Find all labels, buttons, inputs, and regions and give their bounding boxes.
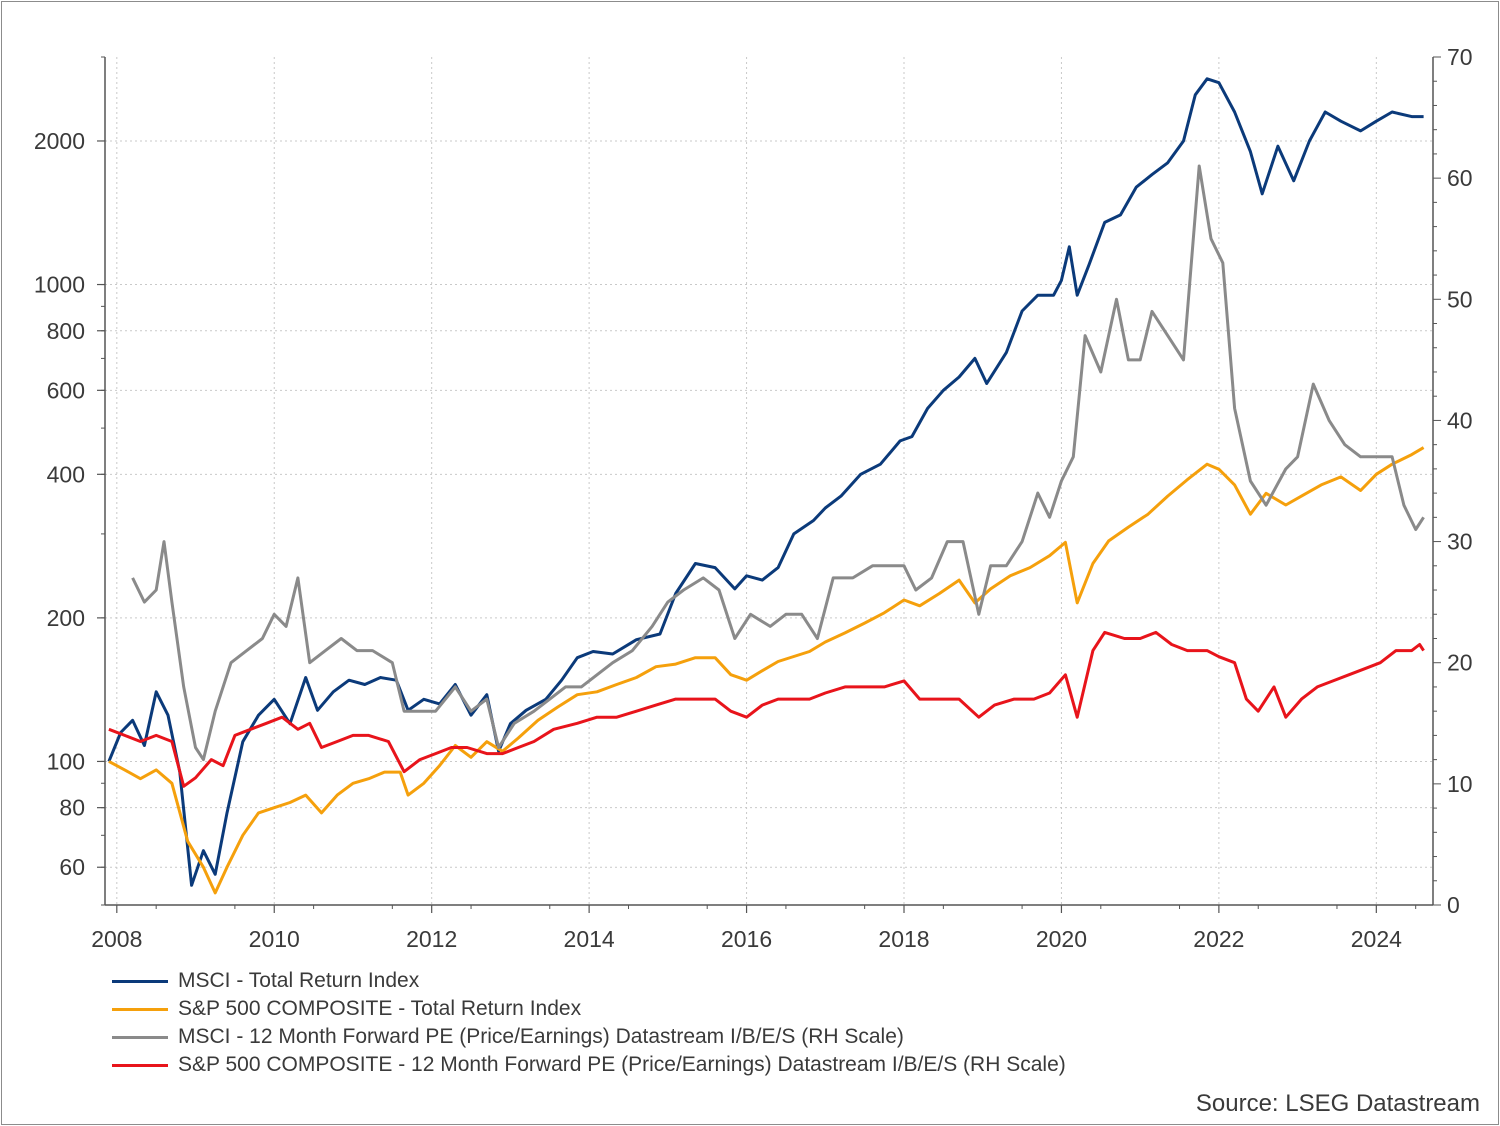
x-tick-label: 2012 bbox=[406, 926, 457, 952]
x-tick-label: 2024 bbox=[1351, 926, 1402, 952]
left-tick-label: 60 bbox=[59, 854, 85, 880]
left-tick-label: 200 bbox=[47, 605, 85, 631]
series-line-3 bbox=[108, 630, 1425, 788]
right-tick-label: 60 bbox=[1447, 165, 1473, 191]
legend-label: S&P 500 COMPOSITE - 12 Month Forward PE … bbox=[178, 1053, 1066, 1076]
right-tick-label: 70 bbox=[1447, 44, 1473, 70]
right-tick-label: 20 bbox=[1447, 650, 1473, 676]
left-tick-label: 1000 bbox=[34, 272, 85, 298]
x-tick-label: 2014 bbox=[564, 926, 615, 952]
legend-item-msci-tri: MSCI - Total Return Index bbox=[112, 967, 1066, 995]
legend-swatch bbox=[112, 1063, 168, 1067]
right-tick-label: 40 bbox=[1447, 407, 1473, 433]
right-tick-label: 50 bbox=[1447, 286, 1473, 312]
series-line-2 bbox=[131, 164, 1425, 762]
x-tick-label: 2022 bbox=[1193, 926, 1244, 952]
series-line-1 bbox=[108, 446, 1425, 895]
x-tick-label: 2008 bbox=[91, 926, 142, 952]
legend-swatch bbox=[112, 979, 168, 983]
source-note: Source: LSEG Datastream bbox=[1195, 1090, 1480, 1117]
left-tick-label: 80 bbox=[59, 795, 85, 821]
x-tick-label: 2010 bbox=[249, 926, 300, 952]
x-tick-label: 2020 bbox=[1036, 926, 1087, 952]
legend-item-sp500-tri: S&P 500 COMPOSITE - Total Return Index bbox=[112, 995, 1066, 1023]
legend: MSCI - Total Return Index S&P 500 COMPOS… bbox=[112, 967, 1066, 1079]
legend-label: MSCI - Total Return Index bbox=[178, 969, 420, 992]
legend-swatch bbox=[112, 1007, 168, 1011]
legend-item-msci-pe: MSCI - 12 Month Forward PE (Price/Earnin… bbox=[112, 1023, 1066, 1051]
legend-swatch bbox=[112, 1035, 168, 1039]
left-tick-label: 800 bbox=[47, 318, 85, 344]
x-tick-label: 2018 bbox=[878, 926, 929, 952]
right-tick-label: 0 bbox=[1447, 892, 1460, 918]
series-line-0 bbox=[107, 77, 1424, 887]
right-tick-label: 30 bbox=[1447, 529, 1473, 555]
right-tick-label: 10 bbox=[1447, 771, 1473, 797]
x-tick-label: 2016 bbox=[721, 926, 772, 952]
left-tick-label: 100 bbox=[47, 748, 85, 774]
left-tick-label: 600 bbox=[47, 377, 85, 403]
legend-label: MSCI - 12 Month Forward PE (Price/Earnin… bbox=[178, 1025, 904, 1048]
legend-item-sp500-pe: S&P 500 COMPOSITE - 12 Month Forward PE … bbox=[112, 1051, 1066, 1079]
left-tick-label: 400 bbox=[47, 461, 85, 487]
left-tick-label: 2000 bbox=[34, 128, 85, 154]
legend-label: S&P 500 COMPOSITE - Total Return Index bbox=[178, 997, 582, 1020]
